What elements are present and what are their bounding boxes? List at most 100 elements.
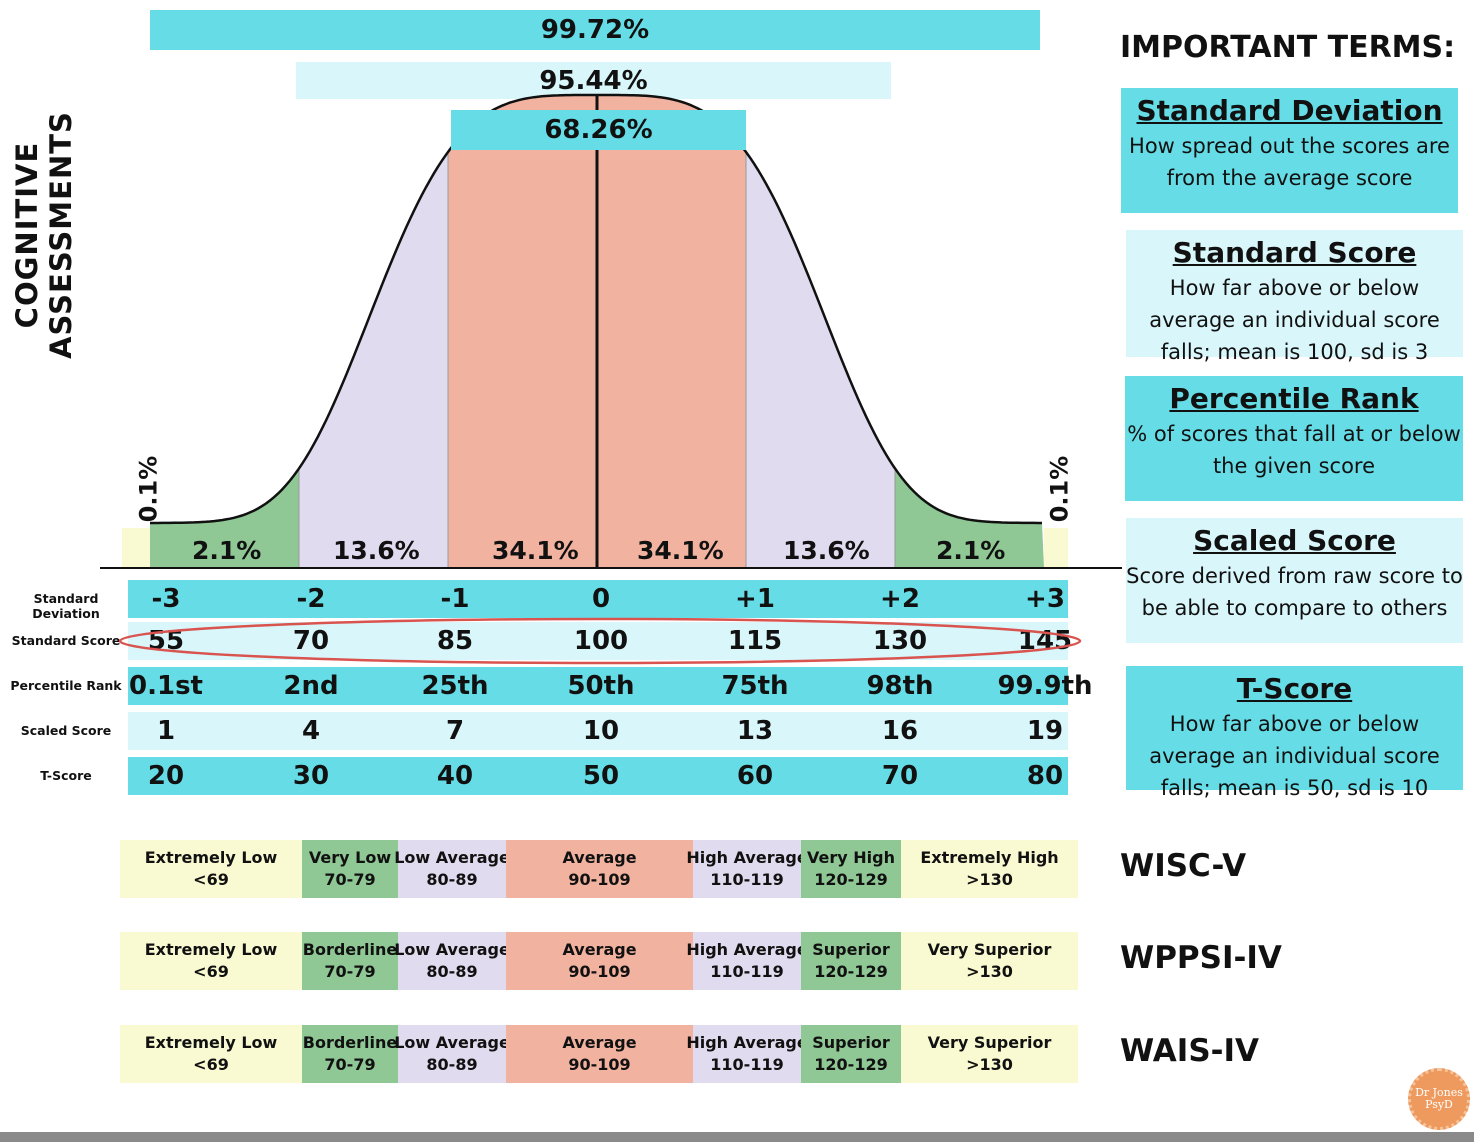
band-range: >130 <box>966 962 1013 981</box>
band-label: Average <box>562 1033 637 1052</box>
band-label: Borderline <box>302 940 398 959</box>
segment-pos1-pos2 <box>746 95 895 568</box>
term-description: % of scores that fall at or below the gi… <box>1127 422 1461 478</box>
row-label: Scaled Score <box>20 723 112 738</box>
table-cell: 80 <box>1026 761 1064 791</box>
classification-band: Average 90-109 <box>506 1025 693 1083</box>
band-label: Average <box>562 940 637 959</box>
segment-neg3-neg2 <box>150 95 299 568</box>
classification-band: Borderline 70-79 <box>302 1025 398 1083</box>
table-cell: 130 <box>872 626 928 656</box>
segment-label: 2.1% <box>936 536 1006 565</box>
table-cell: 0.1st <box>129 671 203 701</box>
band-label: Extremely Low <box>144 848 278 867</box>
band-label: High Average <box>686 848 808 867</box>
table-cell: 16 <box>881 716 919 746</box>
segment-label: 34.1% <box>637 536 724 565</box>
tail-left <box>122 528 150 568</box>
band-range: 90-109 <box>568 1055 631 1074</box>
table-row: 1 4 7 10 13 16 19 <box>128 712 1068 750</box>
range-bar-3sd: 99.72% <box>150 10 1040 50</box>
table-cell: 13 <box>736 716 774 746</box>
classification-band: Low Average 80-89 <box>394 840 510 898</box>
segment-label: 2.1% <box>192 536 262 565</box>
term-title: Standard Score <box>1172 236 1417 269</box>
scale-name: WPPSI-IV <box>1120 940 1282 976</box>
band-label: Extremely High <box>920 848 1059 867</box>
band-label: High Average <box>686 1033 808 1052</box>
band-label: Superior <box>812 940 890 959</box>
table-cell: 0 <box>591 584 611 614</box>
row-label: Standard Deviation <box>32 591 100 621</box>
term-title: Standard Deviation <box>1136 94 1443 127</box>
classification-band: Borderline 70-79 <box>302 932 398 990</box>
table-cell: 4 <box>301 716 321 746</box>
table-cell: 60 <box>736 761 774 791</box>
classification-band: Very Superior >130 <box>901 1025 1078 1083</box>
band-label: Low Average <box>394 940 510 959</box>
table-cell: 100 <box>573 626 629 656</box>
classification-band: Extremely Low <69 <box>120 840 302 898</box>
term-card: Standard Score How far above or below ave… <box>1126 230 1463 364</box>
table-cell: 40 <box>436 761 474 791</box>
band-range: 80-89 <box>426 962 478 981</box>
segment-label: 13.6% <box>333 536 420 565</box>
classification-band: Extremely High >130 <box>901 840 1078 898</box>
band-label: Low Average <box>394 1033 510 1052</box>
table-cell: 20 <box>147 761 185 791</box>
classification-band: Superior 120-129 <box>801 932 901 990</box>
classification-row: Extremely Low <69 Borderline 70-79 Low Avera… <box>120 1025 1078 1083</box>
term-card: Percentile Rank % of scores that fall at … <box>1125 376 1463 501</box>
band-label: Superior <box>812 1033 890 1052</box>
term-title: Percentile Rank <box>1169 382 1419 415</box>
band-range: <69 <box>193 1055 229 1074</box>
bell-curve <box>100 93 1122 569</box>
table-cell: 115 <box>727 626 783 656</box>
band-range: >130 <box>966 870 1013 889</box>
band-label: Borderline <box>302 1033 398 1052</box>
band-range: 120-129 <box>814 962 888 981</box>
band-range: 90-109 <box>568 962 631 981</box>
term-description: How far above or below average an indivi… <box>1149 712 1440 800</box>
tail-label-right: 0.1% <box>1045 455 1074 523</box>
band-range: 110-119 <box>710 870 784 889</box>
table-row: -3 -2 -1 0 +1 +2 +3 <box>128 580 1068 618</box>
term-description: How spread out the scores are from the a… <box>1129 134 1450 190</box>
classification-band: Very Superior >130 <box>901 932 1078 990</box>
highlight-ellipse <box>118 617 1082 665</box>
row-label: Standard Score <box>11 633 121 648</box>
band-label: Very Superior <box>927 1033 1052 1052</box>
logo: Dr Jones PsyD <box>1408 1068 1470 1130</box>
range-bar-2sd: 95.44% <box>296 62 891 99</box>
term-title: T-Score <box>1236 672 1353 705</box>
band-range: 80-89 <box>426 870 478 889</box>
classification-band: High Average 110-119 <box>686 932 808 990</box>
term-title: Scaled Score <box>1193 524 1396 557</box>
band-label: Extremely Low <box>144 1033 278 1052</box>
classification-band: Extremely Low <69 <box>120 1025 302 1083</box>
term-card: Standard Deviation How spread out the sco… <box>1121 88 1458 213</box>
band-range: 70-79 <box>324 1055 376 1074</box>
classification-band: Low Average 80-89 <box>394 1025 510 1083</box>
band-label: Very Low <box>308 848 392 867</box>
classification-band: Superior 120-129 <box>801 1025 901 1083</box>
table-cell: 2nd <box>283 671 339 701</box>
tail-right <box>1044 528 1068 568</box>
row-label: T-Score <box>40 768 92 783</box>
classification-band: Average 90-109 <box>506 932 693 990</box>
classification-band: Very Low 70-79 <box>302 840 398 898</box>
band-range: 70-79 <box>324 870 376 889</box>
segment-label: 13.6% <box>783 536 870 565</box>
band-range: 90-109 <box>568 870 631 889</box>
table-cell: 99.9th <box>997 671 1093 701</box>
table-cell: +2 <box>880 584 920 614</box>
band-range: <69 <box>193 870 229 889</box>
classification-band: High Average 110-119 <box>686 1025 808 1083</box>
frame-border <box>0 1132 1474 1142</box>
term-description: Score derived from raw score to be able … <box>1126 564 1463 620</box>
term-card: T-Score How far above or below average an… <box>1126 666 1463 800</box>
band-range: 110-119 <box>710 1055 784 1074</box>
band-range: <69 <box>193 962 229 981</box>
table-row: 20 30 40 50 60 70 80 <box>128 757 1068 795</box>
classification-band: Low Average 80-89 <box>394 932 510 990</box>
